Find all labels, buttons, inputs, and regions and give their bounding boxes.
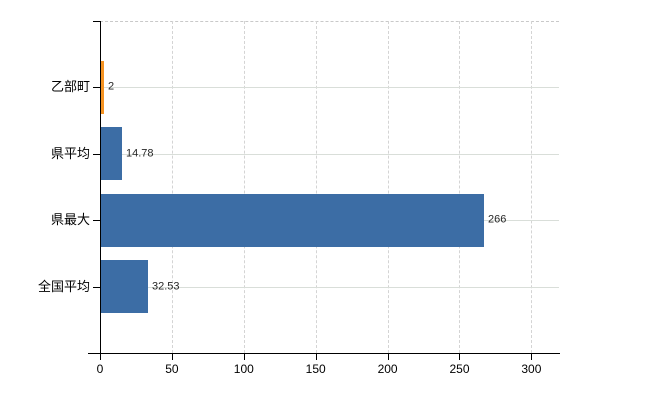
x-tick-label: 250 <box>449 362 470 376</box>
x-tick-label: 150 <box>305 362 326 376</box>
bar-value-label: 32.53 <box>152 280 180 293</box>
x-axis-tick <box>243 353 245 360</box>
gridline-vertical <box>459 21 461 353</box>
x-axis-line <box>88 353 560 354</box>
x-axis-tick <box>387 353 389 360</box>
bar <box>101 260 148 314</box>
bar <box>101 193 484 247</box>
plot-top-border <box>100 21 559 22</box>
y-tick-label: 県最大 <box>50 212 90 228</box>
y-axis-tick <box>93 87 100 89</box>
y-axis-tick <box>93 220 100 222</box>
gridline-vertical <box>531 21 533 353</box>
bar <box>101 60 104 114</box>
gridline-vertical <box>387 21 389 353</box>
x-axis-tick <box>459 353 461 360</box>
y-axis-line <box>100 21 101 360</box>
gridline-horizontal <box>100 286 559 288</box>
bar-value-label: 266 <box>488 213 507 226</box>
x-axis-tick <box>531 353 533 360</box>
bar-value-label: 14.78 <box>126 147 154 160</box>
gridline-vertical <box>315 21 317 353</box>
x-tick-label: 50 <box>165 362 179 376</box>
y-axis-tick <box>93 286 100 288</box>
y-tick-label: 県平均 <box>50 145 90 161</box>
bar <box>101 127 122 181</box>
y-tick-label: 全国平均 <box>37 278 90 294</box>
x-tick-label: 0 <box>96 362 104 376</box>
x-axis-tick <box>171 353 173 360</box>
gridline-vertical <box>171 21 173 353</box>
y-tick-label: 乙部町 <box>50 79 90 95</box>
gridline-horizontal <box>100 153 559 155</box>
y-axis-tick <box>93 153 100 155</box>
gridline-vertical <box>243 21 245 353</box>
x-tick-label: 200 <box>377 362 398 376</box>
gridline-horizontal <box>100 87 559 89</box>
x-tick-label: 300 <box>521 362 542 376</box>
x-axis-tick <box>315 353 317 360</box>
y-axis-top-cap <box>93 21 101 22</box>
x-tick-label: 100 <box>233 362 254 376</box>
bar-value-label: 2 <box>108 80 115 93</box>
